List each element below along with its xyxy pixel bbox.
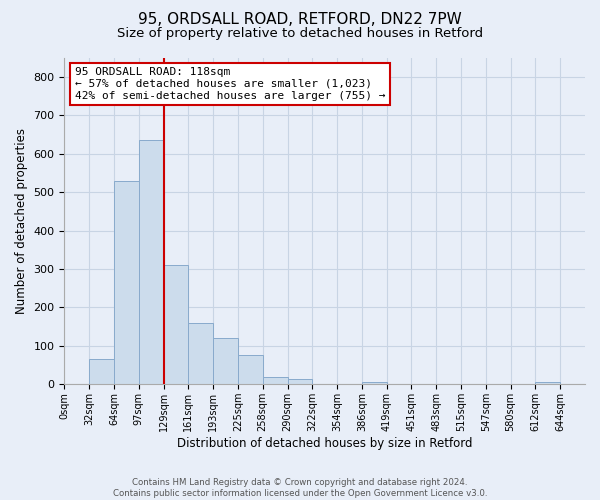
Text: 95 ORDSALL ROAD: 118sqm
← 57% of detached houses are smaller (1,023)
42% of semi: 95 ORDSALL ROAD: 118sqm ← 57% of detache… — [75, 68, 385, 100]
Bar — [89, 360, 114, 384]
Bar — [263, 376, 287, 384]
Bar — [164, 265, 188, 384]
Bar — [362, 382, 386, 384]
Bar — [287, 378, 313, 384]
Bar — [213, 338, 238, 384]
Bar — [188, 323, 213, 384]
Bar — [535, 382, 560, 384]
Bar — [139, 140, 164, 384]
Text: Size of property relative to detached houses in Retford: Size of property relative to detached ho… — [117, 28, 483, 40]
Text: Contains HM Land Registry data © Crown copyright and database right 2024.
Contai: Contains HM Land Registry data © Crown c… — [113, 478, 487, 498]
Y-axis label: Number of detached properties: Number of detached properties — [15, 128, 28, 314]
Bar — [114, 180, 139, 384]
X-axis label: Distribution of detached houses by size in Retford: Distribution of detached houses by size … — [177, 437, 472, 450]
Text: 95, ORDSALL ROAD, RETFORD, DN22 7PW: 95, ORDSALL ROAD, RETFORD, DN22 7PW — [138, 12, 462, 28]
Bar — [238, 356, 263, 384]
